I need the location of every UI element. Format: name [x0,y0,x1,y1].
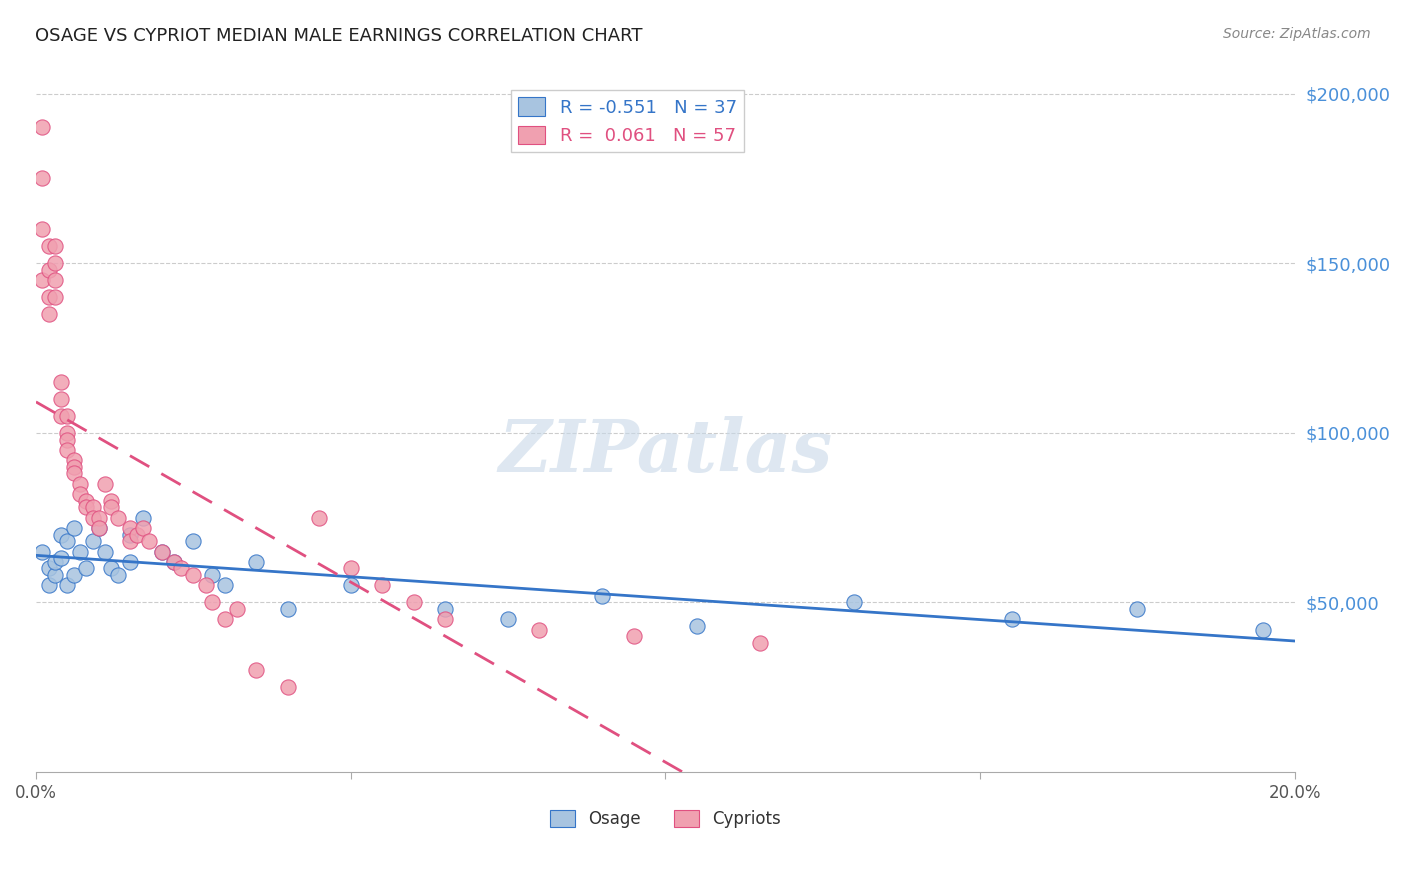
Point [62,568,84,582]
Point [194,578,217,592]
Point [308,510,330,524]
Point [150,544,173,558]
Point [623,629,645,643]
Point [170,561,193,575]
Point [69,476,91,491]
Point [1000,612,1022,626]
Point [686,619,709,633]
Legend: Osage, Cypriots: Osage, Cypriots [543,804,787,835]
Point [150,544,173,558]
Point [277,680,299,694]
Point [49,551,72,566]
Point [163,555,186,569]
Point [163,555,186,569]
Point [75,500,97,515]
Point [201,595,224,609]
Point [201,568,224,582]
Point [82,534,104,549]
Point [245,663,267,677]
Point [38,290,60,304]
Point [38,263,60,277]
Point [62,453,84,467]
Point [31,273,53,287]
Point [138,534,160,549]
Point [31,544,53,558]
Point [49,375,72,389]
Point [371,578,394,592]
Point [62,467,84,481]
Point [56,433,79,447]
Point [75,561,97,575]
Point [226,602,249,616]
Point [62,459,84,474]
Text: ZIPatlas: ZIPatlas [498,416,832,487]
Point [69,487,91,501]
Point [277,602,299,616]
Point [120,555,142,569]
Point [591,589,613,603]
Point [120,521,142,535]
Point [38,307,60,321]
Point [49,409,72,423]
Point [56,425,79,440]
Point [120,527,142,541]
Point [529,623,551,637]
Point [38,561,60,575]
Point [44,555,66,569]
Point [214,612,236,626]
Point [56,409,79,423]
Point [31,171,53,186]
Point [69,544,91,558]
Point [125,527,148,541]
Point [844,595,866,609]
Point [87,521,110,535]
Point [87,521,110,535]
Point [44,239,66,253]
Point [1253,623,1275,637]
Text: Source: ZipAtlas.com: Source: ZipAtlas.com [1223,27,1371,41]
Point [44,290,66,304]
Point [181,534,204,549]
Point [44,273,66,287]
Point [181,568,204,582]
Point [75,493,97,508]
Point [496,612,519,626]
Point [31,120,53,135]
Point [87,510,110,524]
Point [56,578,79,592]
Point [120,534,142,549]
Point [132,510,155,524]
Point [94,544,117,558]
Point [44,256,66,270]
Point [100,493,122,508]
Point [62,521,84,535]
Point [38,578,60,592]
Point [38,239,60,253]
Point [339,578,361,592]
Point [49,392,72,406]
Point [1126,602,1149,616]
Point [214,578,236,592]
Point [44,568,66,582]
Point [100,500,122,515]
Point [82,500,104,515]
Point [31,222,53,236]
Point [107,568,129,582]
Point [245,555,267,569]
Point [748,636,770,650]
Point [49,527,72,541]
Point [339,561,361,575]
Point [56,534,79,549]
Point [132,521,155,535]
Point [434,602,457,616]
Point [94,476,117,491]
Point [107,510,129,524]
Text: OSAGE VS CYPRIOT MEDIAN MALE EARNINGS CORRELATION CHART: OSAGE VS CYPRIOT MEDIAN MALE EARNINGS CO… [35,27,643,45]
Point [402,595,425,609]
Point [100,561,122,575]
Point [56,442,79,457]
Point [434,612,457,626]
Point [82,510,104,524]
